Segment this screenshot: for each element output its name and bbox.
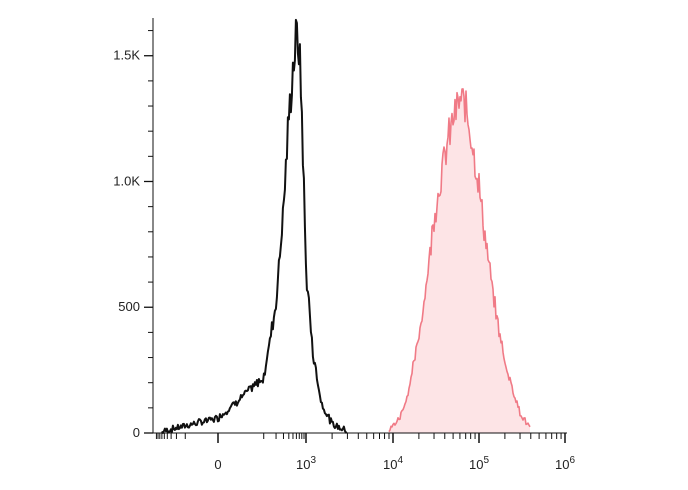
x-tick-label: 106	[555, 455, 575, 472]
plot-area	[161, 18, 531, 434]
y-tick-label: 500	[118, 299, 140, 314]
series-2-fill	[389, 88, 530, 434]
x-tick-label: 104	[383, 455, 403, 472]
series-2-line	[388, 88, 531, 433]
x-tick-label: 103	[296, 455, 316, 472]
y-ticks: 0 500 1.0K 1.5K	[113, 30, 153, 440]
x-tick-label: 105	[469, 455, 489, 472]
axes	[152, 18, 567, 434]
series-1-line	[161, 18, 348, 434]
x-tick-label: 0	[214, 457, 221, 472]
y-tick-label: 1.5K	[113, 48, 140, 63]
y-tick-label: 0	[133, 425, 140, 440]
x-ticks: 0 103 104 105 106	[155, 433, 575, 472]
y-tick-label: 1.0K	[113, 173, 140, 188]
